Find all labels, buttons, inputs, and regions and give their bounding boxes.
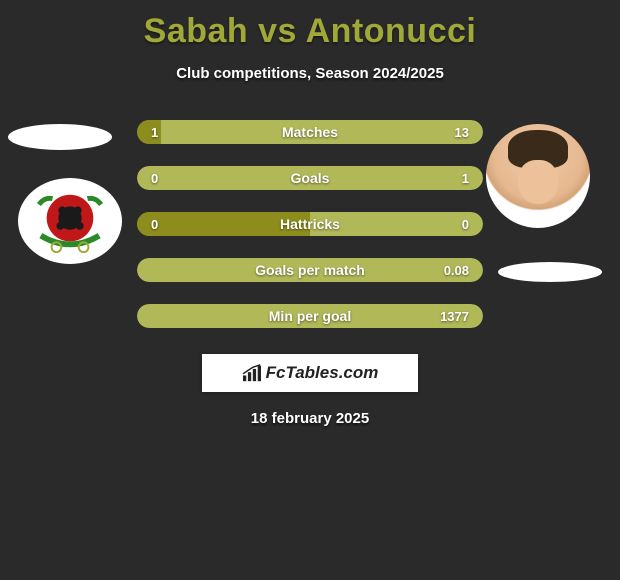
bar-label: Matches [137, 120, 483, 144]
brand-text: FcTables.com [266, 363, 379, 383]
brand-box: FcTables.com [202, 354, 418, 392]
player-right-ellipse [498, 262, 602, 282]
comparison-bars: 113Matches 01Goals 00Hattricks 0.08Goals pe… [137, 120, 483, 328]
date-text: 18 february 2025 [0, 410, 620, 427]
stat-bar: 113Matches [137, 120, 483, 144]
stat-bar: 00Hattricks [137, 212, 483, 236]
stat-bar: 0.08Goals per match [137, 258, 483, 282]
page-title: Sabah vs Antonucci [0, 0, 620, 51]
bar-label: Goals per match [137, 258, 483, 282]
subtitle: Club competitions, Season 2024/2025 [0, 65, 620, 82]
bar-label: Hattricks [137, 212, 483, 236]
player-right-avatar [486, 124, 590, 228]
bar-label: Goals [137, 166, 483, 190]
player-left-ellipse [8, 124, 112, 150]
player-left-club-badge [18, 178, 122, 264]
stat-bar: 1377Min per goal [137, 304, 483, 328]
bar-label: Min per goal [137, 304, 483, 328]
chart-icon [242, 364, 262, 382]
stat-bar: 01Goals [137, 166, 483, 190]
